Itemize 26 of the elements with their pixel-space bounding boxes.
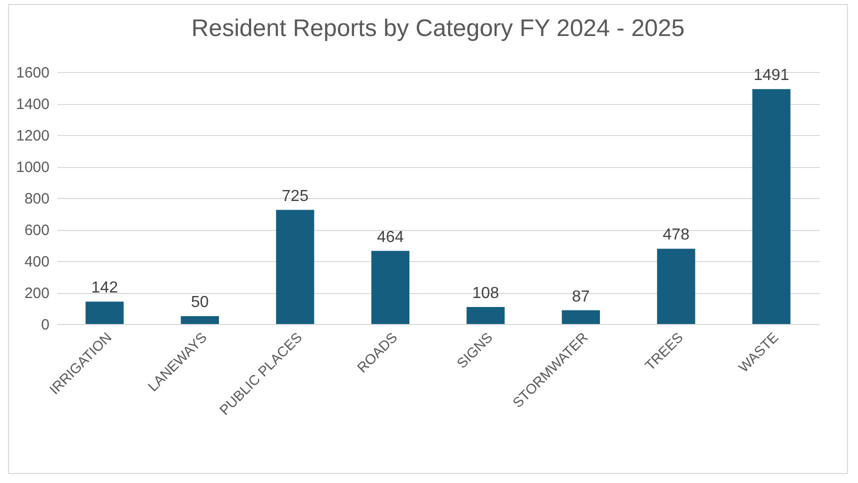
bar — [86, 302, 124, 324]
y-tick-label: 200 — [24, 285, 50, 302]
y-tick-label: 400 — [24, 254, 50, 270]
data-label: 108 — [472, 284, 500, 302]
data-label: 478 — [662, 226, 690, 244]
y-tick-label: 1200 — [16, 128, 50, 144]
chart-title: Resident Reports by Category FY 2024 - 2025 — [191, 15, 685, 42]
bar — [371, 250, 410, 324]
y-tick-label: 1600 — [16, 64, 50, 82]
data-label: 50 — [190, 294, 209, 312]
bar — [657, 248, 696, 324]
y-tick-label: 1400 — [16, 96, 50, 113]
data-label: 725 — [282, 188, 309, 205]
data-label: 142 — [91, 280, 118, 297]
data-label: 87 — [572, 288, 590, 306]
bar — [276, 210, 314, 324]
data-label: 464 — [377, 228, 404, 246]
y-tick-label: 0 — [41, 316, 50, 334]
y-tick-label: 1000 — [16, 159, 50, 176]
y-tick-label: 600 — [24, 222, 50, 239]
bar — [752, 89, 790, 324]
bar — [466, 306, 505, 324]
bar — [180, 316, 219, 324]
data-label: 1491 — [754, 67, 790, 84]
y-tick-label: 800 — [24, 190, 50, 208]
bar — [562, 310, 600, 324]
